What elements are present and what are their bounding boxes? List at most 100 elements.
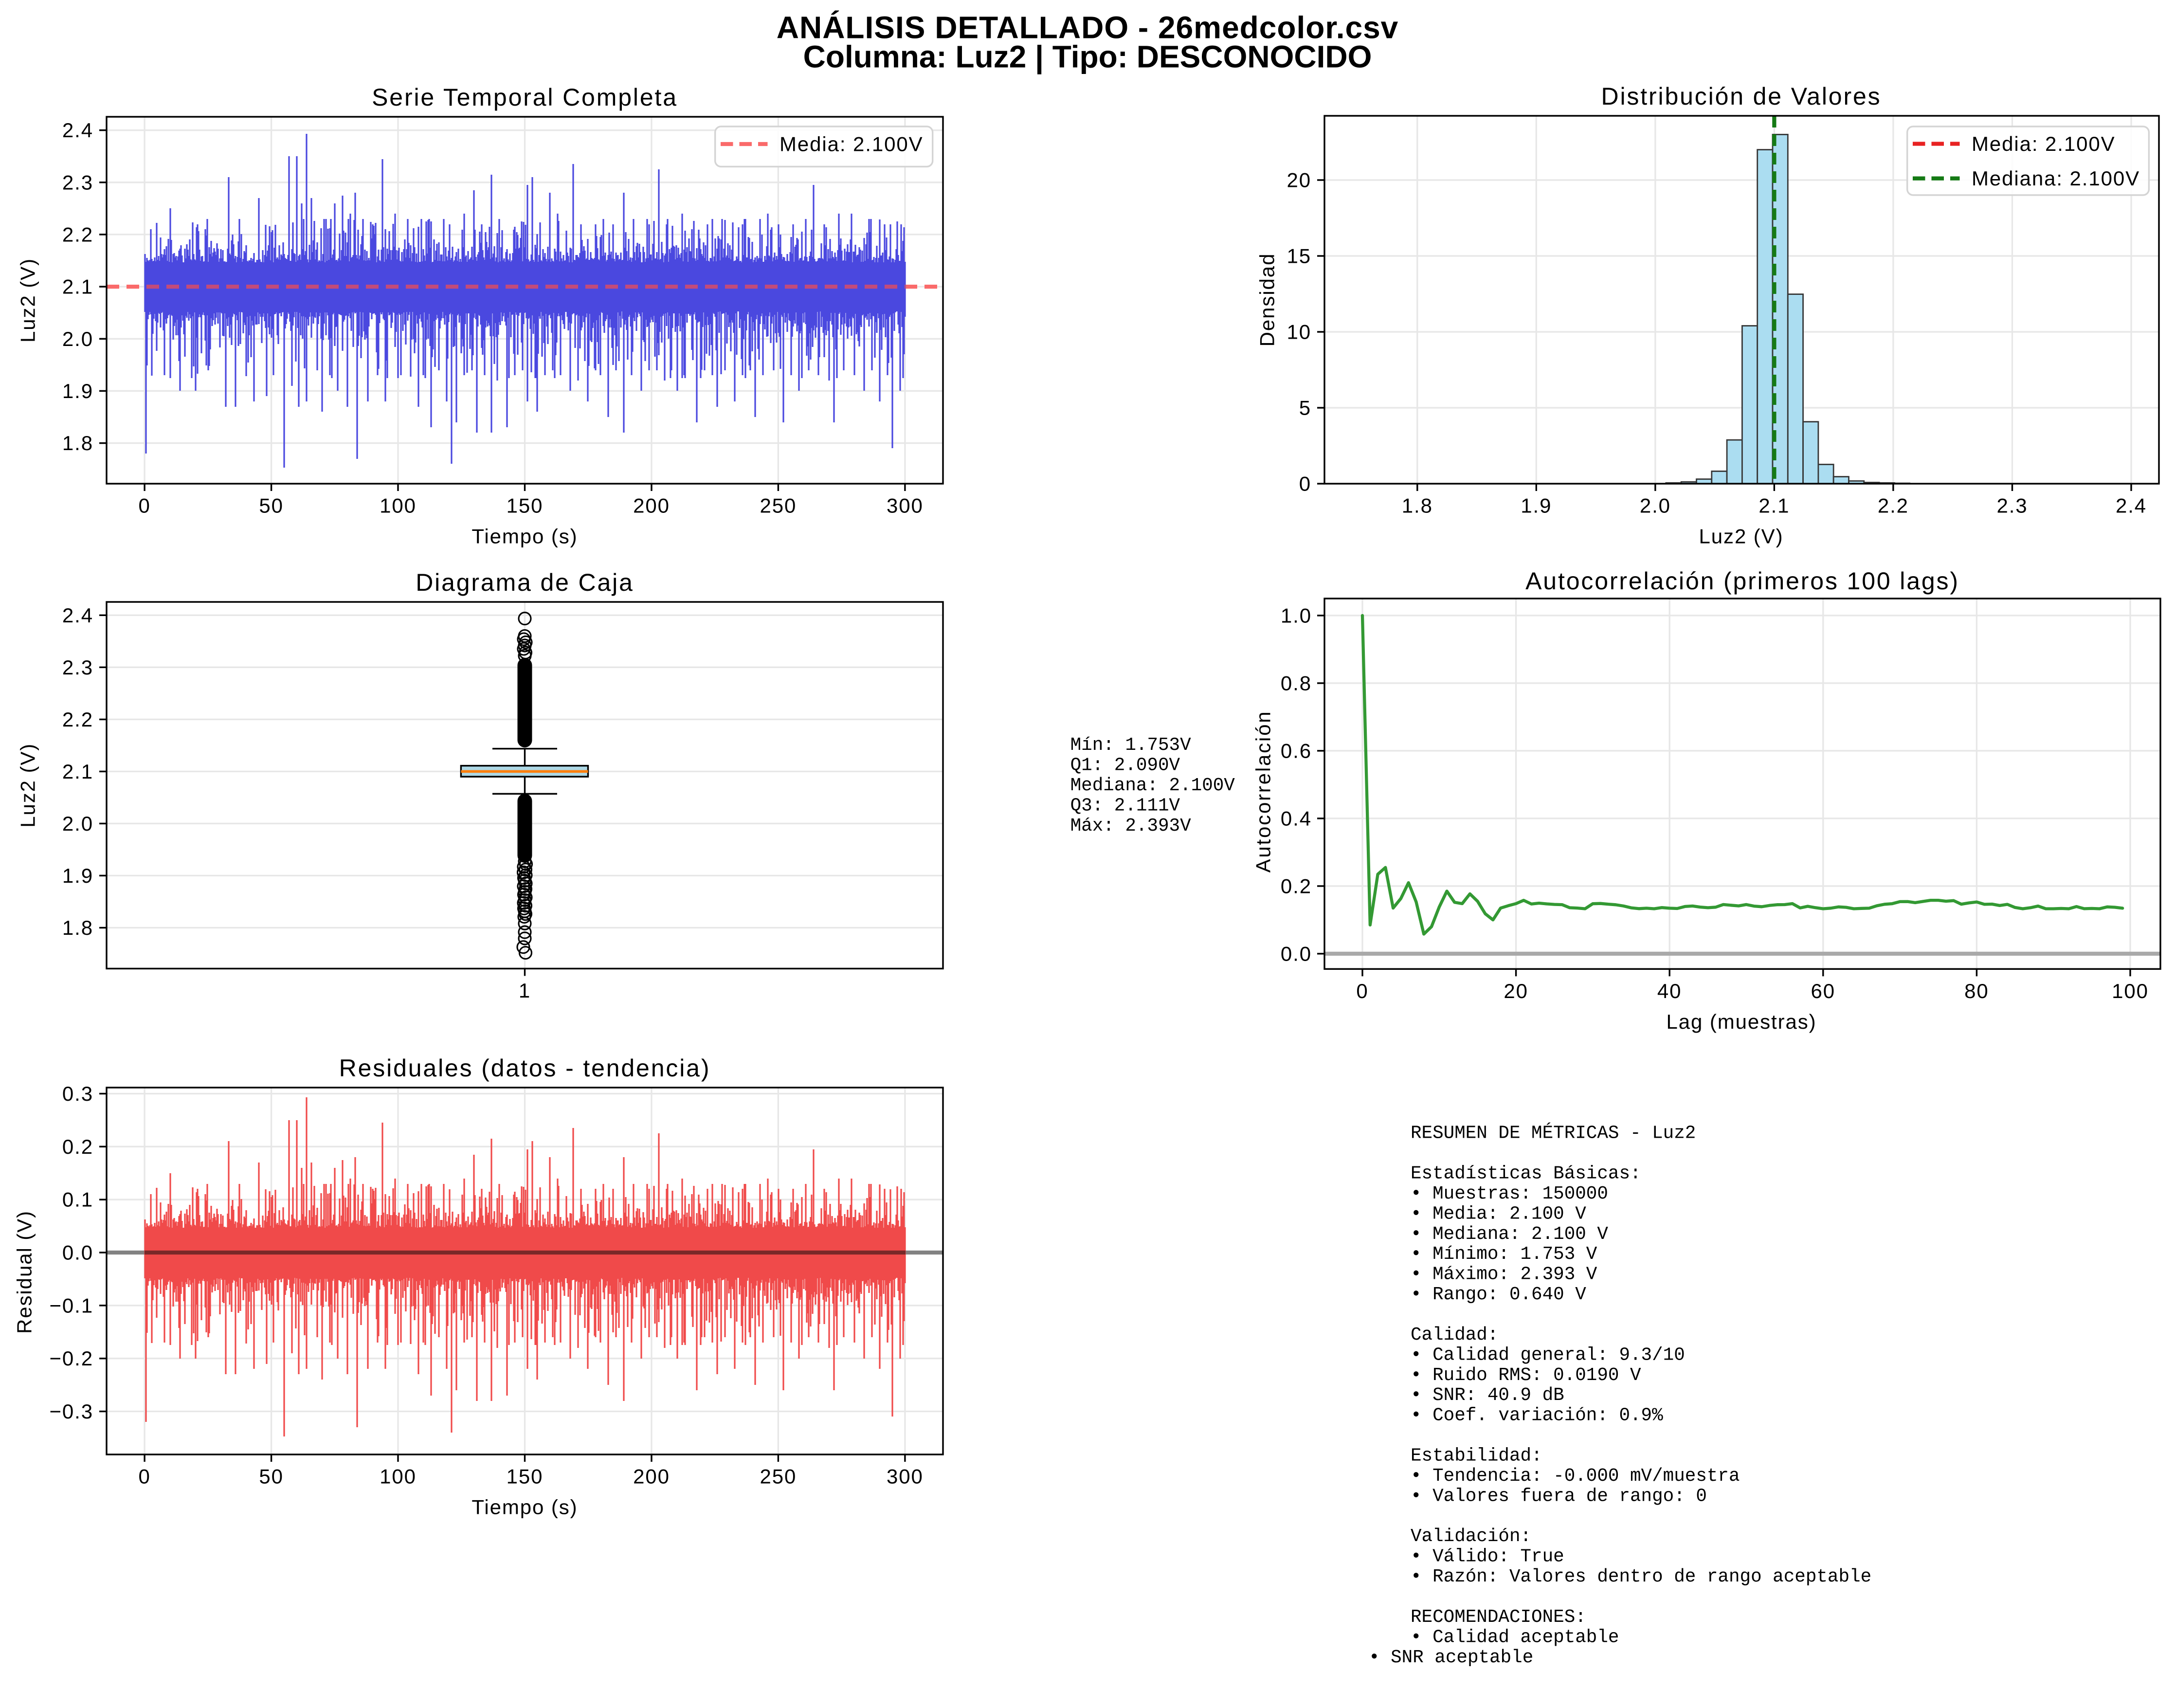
svg-text:150: 150 bbox=[507, 494, 544, 517]
svg-text:ANÁLISIS DETALLADO - 26medcolo: ANÁLISIS DETALLADO - 26medcolor.csv bbox=[777, 10, 1399, 45]
svg-text:• Valores fuera de rango: 0: • Valores fuera de rango: 0 bbox=[1411, 1486, 1707, 1507]
svg-text:0: 0 bbox=[1299, 472, 1311, 495]
svg-text:• Ruido RMS: 0.0190 V: • Ruido RMS: 0.0190 V bbox=[1411, 1365, 1641, 1386]
svg-text:5: 5 bbox=[1299, 397, 1311, 419]
svg-text:• Máximo: 2.393 V: • Máximo: 2.393 V bbox=[1411, 1265, 1597, 1285]
svg-text:0: 0 bbox=[138, 494, 150, 517]
svg-text:100: 100 bbox=[380, 1465, 417, 1488]
svg-text:Residual (V): Residual (V) bbox=[13, 1210, 36, 1334]
svg-text:−0.1: −0.1 bbox=[49, 1294, 93, 1317]
svg-text:1: 1 bbox=[519, 979, 531, 1002]
svg-text:Distribución de Valores: Distribución de Valores bbox=[1601, 83, 1882, 110]
svg-text:0.2: 0.2 bbox=[62, 1135, 93, 1158]
svg-text:Columna: Luz2 | Tipo: DESCONOC: Columna: Luz2 | Tipo: DESCONOCIDO bbox=[803, 39, 1372, 75]
svg-text:300: 300 bbox=[887, 494, 924, 517]
svg-text:200: 200 bbox=[633, 494, 670, 517]
svg-text:Luz2 (V): Luz2 (V) bbox=[17, 258, 39, 343]
svg-text:2.4: 2.4 bbox=[2116, 494, 2147, 517]
svg-text:Residuales (datos - tendencia): Residuales (datos - tendencia) bbox=[339, 1054, 711, 1082]
svg-text:Estabilidad:: Estabilidad: bbox=[1411, 1446, 1542, 1467]
svg-text:Q3: 2.111V: Q3: 2.111V bbox=[1070, 796, 1180, 817]
svg-text:1.9: 1.9 bbox=[1521, 494, 1552, 517]
svg-text:1.9: 1.9 bbox=[62, 380, 93, 402]
svg-text:• Válido: True: • Válido: True bbox=[1411, 1547, 1564, 1567]
svg-text:2.4: 2.4 bbox=[62, 119, 93, 142]
svg-text:• Mínimo: 1.753 V: • Mínimo: 1.753 V bbox=[1411, 1244, 1597, 1265]
svg-text:250: 250 bbox=[760, 1465, 797, 1488]
svg-text:10: 10 bbox=[1287, 321, 1311, 344]
svg-text:Tiempo (s): Tiempo (s) bbox=[471, 525, 578, 548]
svg-text:100: 100 bbox=[2112, 980, 2149, 1002]
svg-text:2.0: 2.0 bbox=[1640, 494, 1671, 517]
svg-text:• SNR aceptable: • SNR aceptable bbox=[1369, 1648, 1533, 1668]
svg-text:80: 80 bbox=[1964, 980, 1989, 1002]
svg-text:Serie Temporal Completa: Serie Temporal Completa bbox=[372, 84, 678, 111]
svg-text:Mín: 1.753V: Mín: 1.753V bbox=[1070, 735, 1192, 756]
svg-text:200: 200 bbox=[633, 1465, 670, 1488]
svg-text:Media: 2.100V: Media: 2.100V bbox=[779, 133, 924, 156]
svg-text:• Razón: Valores dentro de ran: • Razón: Valores dentro de rango aceptab… bbox=[1411, 1567, 1871, 1587]
svg-text:0.8: 0.8 bbox=[1281, 672, 1312, 694]
svg-text:100: 100 bbox=[380, 494, 417, 517]
svg-text:Estadísticas Básicas:: Estadísticas Básicas: bbox=[1411, 1164, 1641, 1184]
svg-text:2.1: 2.1 bbox=[62, 760, 93, 783]
svg-text:0.4: 0.4 bbox=[1281, 807, 1312, 830]
svg-text:250: 250 bbox=[760, 494, 797, 517]
svg-text:RECOMENDACIONES:: RECOMENDACIONES: bbox=[1411, 1607, 1586, 1628]
svg-text:60: 60 bbox=[1811, 980, 1836, 1002]
svg-text:2.3: 2.3 bbox=[62, 656, 93, 679]
svg-text:Máx: 2.393V: Máx: 2.393V bbox=[1070, 816, 1192, 836]
svg-text:20: 20 bbox=[1287, 169, 1311, 192]
svg-text:0: 0 bbox=[138, 1465, 150, 1488]
svg-text:Validación:: Validación: bbox=[1411, 1526, 1531, 1547]
svg-text:50: 50 bbox=[259, 494, 284, 517]
svg-text:Luz2 (V): Luz2 (V) bbox=[17, 743, 39, 828]
svg-text:−0.2: −0.2 bbox=[49, 1347, 93, 1370]
svg-text:1.8: 1.8 bbox=[62, 432, 93, 454]
svg-text:Mediana: 2.100V: Mediana: 2.100V bbox=[1070, 776, 1235, 796]
svg-text:Diagrama de Caja: Diagrama de Caja bbox=[416, 569, 634, 596]
svg-text:2.2: 2.2 bbox=[62, 223, 93, 246]
svg-text:• Tendencia: -0.000 mV/muestra: • Tendencia: -0.000 mV/muestra bbox=[1411, 1466, 1740, 1487]
svg-text:• Calidad general: 9.3/10: • Calidad general: 9.3/10 bbox=[1411, 1345, 1685, 1365]
svg-text:40: 40 bbox=[1657, 980, 1682, 1002]
svg-text:Q1: 2.090V: Q1: 2.090V bbox=[1070, 756, 1180, 776]
svg-text:0.0: 0.0 bbox=[1281, 942, 1312, 965]
svg-text:1.8: 1.8 bbox=[1402, 494, 1433, 517]
svg-text:Luz2 (V): Luz2 (V) bbox=[1699, 525, 1784, 548]
svg-text:Calidad:: Calidad: bbox=[1411, 1325, 1498, 1345]
svg-text:• Mediana: 2.100 V: • Mediana: 2.100 V bbox=[1411, 1224, 1608, 1245]
svg-text:0.0: 0.0 bbox=[62, 1241, 93, 1264]
svg-text:0.6: 0.6 bbox=[1281, 739, 1312, 762]
svg-text:Lag (muestras): Lag (muestras) bbox=[1666, 1010, 1816, 1033]
svg-text:Densidad: Densidad bbox=[1256, 253, 1279, 347]
svg-text:2.0: 2.0 bbox=[62, 812, 93, 835]
svg-text:2.2: 2.2 bbox=[62, 708, 93, 731]
svg-text:2.3: 2.3 bbox=[62, 171, 93, 194]
svg-text:15: 15 bbox=[1287, 245, 1311, 268]
svg-text:2.1: 2.1 bbox=[1758, 494, 1790, 517]
svg-text:1.9: 1.9 bbox=[62, 864, 93, 887]
svg-text:Autocorrelación (primeros 100: Autocorrelación (primeros 100 lags) bbox=[1525, 567, 1959, 595]
svg-text:0.3: 0.3 bbox=[62, 1082, 93, 1105]
svg-text:Tiempo (s): Tiempo (s) bbox=[471, 1496, 578, 1519]
svg-text:• Muestras: 150000: • Muestras: 150000 bbox=[1411, 1184, 1608, 1204]
svg-text:150: 150 bbox=[507, 1465, 544, 1488]
svg-text:RESUMEN DE MÉTRICAS - Luz2: RESUMEN DE MÉTRICAS - Luz2 bbox=[1411, 1123, 1696, 1144]
svg-text:1.0: 1.0 bbox=[1281, 604, 1312, 627]
svg-text:2.1: 2.1 bbox=[62, 275, 93, 298]
svg-text:300: 300 bbox=[887, 1465, 924, 1488]
svg-text:50: 50 bbox=[259, 1465, 284, 1488]
svg-text:2.3: 2.3 bbox=[1996, 494, 2028, 517]
svg-text:2.4: 2.4 bbox=[62, 604, 93, 627]
svg-text:• Calidad aceptable: • Calidad aceptable bbox=[1411, 1627, 1619, 1648]
svg-text:• SNR: 40.9 dB: • SNR: 40.9 dB bbox=[1411, 1385, 1564, 1406]
svg-text:0: 0 bbox=[1356, 980, 1368, 1002]
svg-text:20: 20 bbox=[1504, 980, 1528, 1002]
svg-text:• Rango: 0.640 V: • Rango: 0.640 V bbox=[1411, 1285, 1586, 1305]
svg-text:2.0: 2.0 bbox=[62, 327, 93, 350]
svg-text:• Coef. variación: 0.9%: • Coef. variación: 0.9% bbox=[1411, 1406, 1663, 1426]
svg-text:• Media: 2.100 V: • Media: 2.100 V bbox=[1411, 1204, 1586, 1224]
svg-text:Media: 2.100V: Media: 2.100V bbox=[1972, 132, 2116, 155]
svg-text:0.2: 0.2 bbox=[1281, 874, 1312, 897]
